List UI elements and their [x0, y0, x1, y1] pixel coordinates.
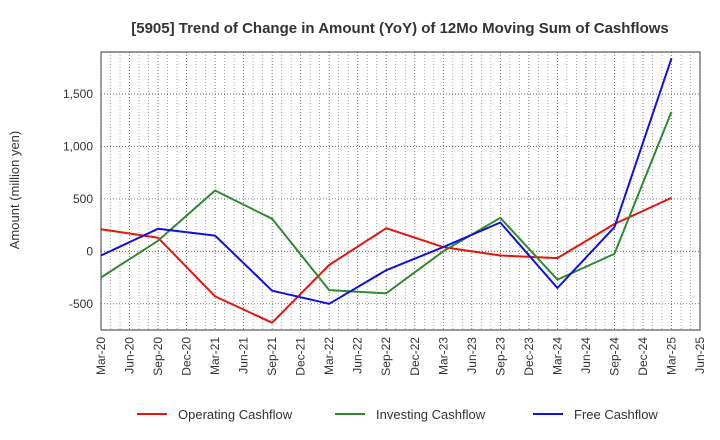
x-tick-label: Dec-21 [294, 337, 308, 376]
x-tick-label: Dec-23 [522, 337, 536, 376]
y-tick-label: 0 [86, 244, 93, 258]
x-tick-label: Sep-20 [151, 337, 165, 376]
x-tick-label: Mar-22 [322, 337, 336, 375]
x-tick-label: Mar-20 [94, 337, 108, 375]
x-tick-label: Sep-21 [265, 337, 279, 376]
x-tick-label: Jun-25 [693, 337, 707, 374]
x-tick-label: Mar-21 [208, 337, 222, 375]
x-tick-label: Mar-23 [436, 337, 450, 375]
legend-label-investing-cashflow: Investing Cashflow [376, 407, 486, 422]
legend-label-operating-cashflow: Operating Cashflow [178, 407, 293, 422]
x-tick-label: Jun-24 [579, 337, 593, 374]
x-tick-label: Jun-20 [123, 337, 137, 374]
chart-title: [5905] Trend of Change in Amount (YoY) o… [131, 20, 669, 37]
x-tick-label: Dec-22 [408, 337, 422, 376]
y-tick-label: -500 [69, 297, 93, 311]
y-tick-label: 1,500 [63, 87, 93, 101]
x-tick-label: Jun-21 [237, 337, 251, 374]
x-tick-label: Jun-23 [465, 337, 479, 374]
x-tick-label: Mar-25 [664, 337, 678, 375]
y-tick-label: 1,000 [63, 139, 93, 153]
x-tick-label: Sep-23 [493, 337, 507, 376]
plot-frame [100, 51, 701, 331]
legend: Operating Cashflow Investing Cashflow Free… [137, 407, 658, 422]
x-tick-label: Mar-24 [550, 337, 564, 375]
series-line-operating-cashflow [100, 196, 672, 324]
x-tick-label: Dec-24 [636, 337, 650, 376]
series-line-free-cashflow [100, 57, 673, 305]
y-axis-label: Amount (million yen) [7, 131, 22, 250]
legend-label-free-cashflow: Free Cashflow [574, 407, 658, 422]
y-tick-label: 500 [73, 192, 93, 206]
x-tick-label: Sep-22 [379, 337, 393, 376]
x-tick-label: Sep-24 [607, 337, 621, 376]
x-tick-label: Jun-22 [351, 337, 365, 374]
series-line-investing-cashflow [100, 111, 673, 295]
plot-area: 1,500 1,000 500 0 -500 Mar-20 Jun-20 Sep-20 Dec-… [63, 51, 707, 376]
x-tick-label: Dec-20 [180, 337, 194, 376]
